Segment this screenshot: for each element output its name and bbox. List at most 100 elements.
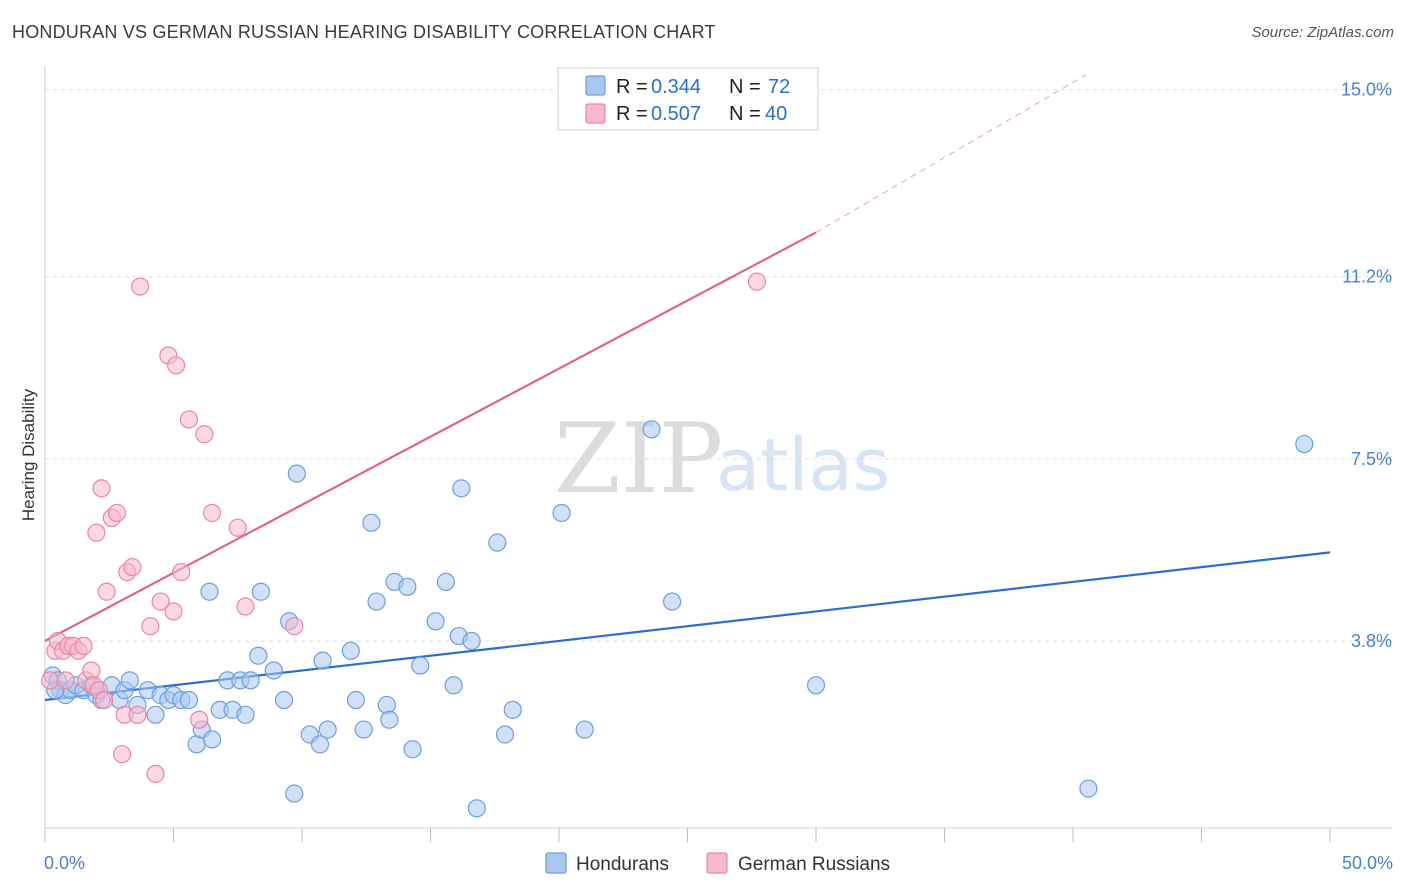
legend-r-value-2: 0.507 (651, 103, 701, 125)
honduran-point-64 (552, 503, 571, 523)
german-russian-point-33 (190, 710, 209, 729)
y-tick-label-3: 15.0% (1341, 80, 1392, 100)
german-russian-point-31 (172, 562, 191, 582)
bottom-legend-swatch-german-russians (706, 852, 728, 874)
honduran-point-55 (436, 572, 456, 591)
x-tick-label-1: 50.0% (1342, 853, 1393, 873)
honduran-point-52 (403, 740, 422, 759)
correlation-legend: R = 0.344 N = 72 R = 0.507 N = 40 (557, 67, 819, 131)
honduran-point-47 (367, 592, 386, 611)
honduran-point-59 (462, 631, 481, 651)
legend-n-value-1: 72 (768, 76, 790, 98)
german-russian-point-22 (123, 558, 142, 577)
honduran-point-45 (354, 720, 373, 739)
german-russian-point-35 (202, 503, 222, 523)
german-russian-point-4 (56, 671, 75, 690)
y-axis-label: Hearing Disability (19, 388, 38, 521)
legend-swatch-german-russians (585, 103, 606, 124)
honduran-point-51 (398, 577, 417, 596)
honduran-point-35 (274, 690, 294, 710)
legend-r-value-1: 0.344 (651, 76, 701, 98)
honduran-point-31 (241, 671, 260, 690)
chart-title: HONDURAN VS GERMAN RUSSIAN HEARING DISAB… (12, 22, 716, 42)
german-russian-point-36 (228, 518, 247, 537)
german-russian-point-14 (92, 479, 111, 498)
honduran-point-67 (662, 592, 682, 611)
watermark-atlas: atlas (716, 423, 890, 507)
honduran-point-42 (318, 720, 337, 739)
honduran-point-43 (341, 641, 360, 660)
honduran-point-24 (200, 582, 219, 601)
y-tick-label-0: 3.8% (1351, 631, 1392, 651)
honduran-point-13 (120, 671, 139, 690)
honduran-point-60 (467, 799, 486, 818)
honduran-point-16 (146, 705, 165, 724)
honduran-point-38 (287, 464, 306, 483)
honduran-point-63 (503, 700, 522, 719)
german-russian-point-15 (95, 690, 114, 710)
german-russian-point-25 (141, 617, 160, 636)
legend-n-value-2: 40 (765, 103, 787, 125)
honduran-point-68 (806, 676, 826, 695)
honduran-point-25 (202, 730, 222, 749)
bottom-legend-swatch-hondurans (545, 852, 567, 874)
german-russian-point-29 (164, 602, 183, 621)
honduran-point-33 (251, 582, 270, 601)
german-russian-point-23 (128, 705, 147, 724)
honduran-point-21 (179, 690, 199, 710)
german-russian-point-24 (130, 277, 150, 296)
honduran-point-37 (285, 784, 304, 803)
german-russian-point-38 (285, 617, 304, 636)
german-russian-point-37 (236, 597, 255, 616)
honduran-point-48 (377, 695, 396, 715)
honduran-point-66 (642, 420, 661, 439)
honduran-point-32 (249, 646, 268, 665)
honduran-point-65 (575, 720, 594, 739)
honduran-point-54 (426, 612, 445, 631)
german-russian-point-10 (82, 661, 101, 680)
legend-r-label-1: R = (616, 76, 648, 98)
honduran-point-62 (495, 725, 515, 744)
honduran-point-49 (380, 710, 399, 729)
honduran-point-58 (452, 479, 471, 498)
german-russian-point-39 (747, 272, 766, 291)
y-tick-label-2: 11.2% (1342, 267, 1392, 287)
y-tick-label-1: 7.5% (1351, 449, 1392, 469)
honduran-point-56 (444, 676, 463, 695)
axes (44, 66, 1392, 842)
german-russian-point-30 (166, 356, 186, 375)
honduran-point-69 (1079, 779, 1098, 798)
german-russian-point-26 (146, 764, 165, 783)
tick-labels: 3.8% 7.5% 11.2% 15.0% 0.0% 50.0% (44, 80, 1393, 873)
data-points (41, 272, 1314, 818)
honduran-point-53 (411, 656, 430, 675)
german-russian-point-32 (179, 410, 199, 429)
series-legend: Hondurans German Russians (545, 852, 890, 875)
honduran-point-61 (488, 533, 507, 552)
x-tick-label-0: 0.0% (44, 853, 85, 873)
german-russian-point-12 (87, 523, 106, 542)
honduran-point-46 (362, 513, 381, 532)
legend-swatch-hondurans (585, 75, 606, 96)
source-attribution: Source: ZipAtlas.com (1251, 24, 1394, 41)
honduran-point-30 (236, 705, 255, 724)
german-russian-trend-extension (815, 74, 1087, 233)
german-russian-point-18 (107, 503, 127, 523)
german-russian-point-34 (195, 425, 214, 444)
german-russian-point-0 (41, 671, 60, 690)
gridlines (45, 89, 1392, 642)
bottom-legend-label-hondurans: Hondurans (576, 854, 669, 875)
german-russian-point-27 (151, 592, 170, 611)
bottom-legend-label-german-russians: German Russians (738, 854, 890, 875)
honduran-trend-line (44, 551, 1331, 702)
honduran-point-34 (264, 661, 283, 680)
legend-n-label-2: N = (729, 103, 761, 125)
legend-r-label-2: R = (616, 103, 648, 125)
honduran-point-41 (313, 651, 332, 670)
german-russian-point-16 (97, 582, 116, 601)
honduran-point-40 (310, 735, 330, 754)
legend-n-label-1: N = (729, 76, 761, 98)
honduran-point-44 (346, 690, 366, 710)
german-russian-point-8 (74, 636, 93, 655)
